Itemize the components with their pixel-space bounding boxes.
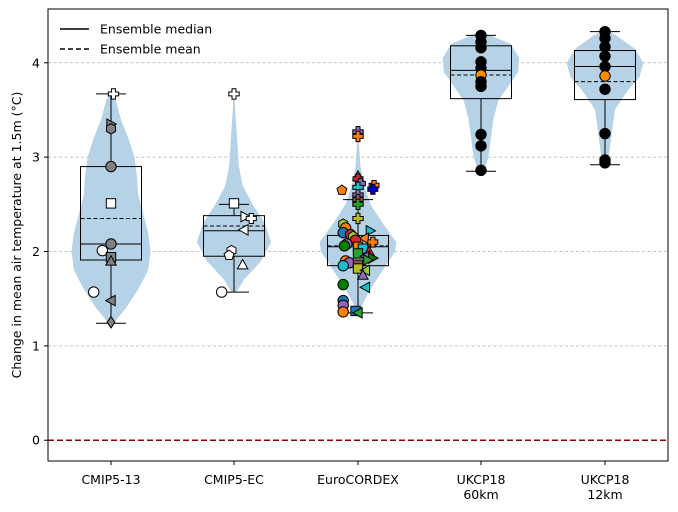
data-point bbox=[352, 198, 364, 211]
data-point bbox=[215, 286, 228, 298]
data-point bbox=[351, 306, 363, 319]
y-tick-label: 2 bbox=[32, 244, 40, 259]
legend-mean-label: Ensemble mean bbox=[100, 42, 201, 57]
data-point bbox=[475, 80, 487, 93]
x-tick-label-line: 12km bbox=[587, 487, 622, 502]
x-axis: CMIP5-13 CMIP5-EC EuroCORDEX UKCP18 60kmUKCP… bbox=[81, 461, 629, 502]
x-tick-label-eurocordex: EuroCORDEX bbox=[317, 472, 399, 487]
data-point bbox=[337, 278, 349, 291]
data-point bbox=[475, 140, 487, 152]
data-point bbox=[240, 210, 252, 223]
data-point bbox=[338, 240, 351, 252]
x-tick-label-line: EuroCORDEX bbox=[317, 472, 399, 487]
data-point bbox=[359, 281, 371, 294]
data-point bbox=[352, 263, 364, 274]
x-tick-label-cmip5-13: CMIP5-13 bbox=[81, 472, 140, 487]
data-point bbox=[106, 315, 116, 329]
points-ukcp18-60km bbox=[475, 29, 487, 177]
ensemble-member-points bbox=[88, 25, 611, 329]
data-point bbox=[104, 294, 116, 307]
data-point bbox=[228, 88, 240, 100]
data-point bbox=[352, 248, 364, 259]
data-point bbox=[599, 83, 611, 95]
data-point bbox=[475, 164, 487, 177]
points-cmip5-13 bbox=[88, 88, 120, 329]
x-tick-label-line: UKCP18 bbox=[457, 472, 506, 487]
points-ukcp18-12km bbox=[599, 25, 611, 169]
data-point bbox=[599, 157, 611, 169]
y-tick-label: 0 bbox=[32, 433, 40, 448]
data-point bbox=[352, 212, 364, 225]
y-tick-label: 1 bbox=[32, 338, 40, 353]
data-point bbox=[475, 128, 487, 141]
data-point bbox=[107, 88, 120, 100]
x-tick-label-line: CMIP5-13 bbox=[81, 472, 140, 487]
iqr-box bbox=[203, 215, 265, 257]
data-point bbox=[236, 258, 249, 270]
data-point bbox=[367, 183, 379, 195]
data-point bbox=[106, 123, 116, 135]
data-point bbox=[245, 213, 257, 224]
data-point bbox=[104, 254, 118, 266]
y-tick-label: 4 bbox=[32, 55, 40, 70]
x-tick-label-line: 60km bbox=[463, 487, 498, 502]
x-tick-label-line: UKCP18 bbox=[581, 472, 630, 487]
data-point bbox=[356, 268, 369, 280]
data-point bbox=[336, 184, 348, 195]
data-point bbox=[475, 41, 487, 54]
legend-median-label: Ensemble median bbox=[100, 22, 212, 37]
data-point bbox=[237, 223, 249, 236]
data-point bbox=[363, 253, 375, 267]
violin-ukcp18-12km bbox=[566, 31, 644, 165]
data-point bbox=[337, 306, 349, 318]
data-point bbox=[357, 232, 369, 245]
y-axis: 0 1 2 3 4 bbox=[32, 55, 48, 448]
y-axis-label: Change in mean air temperature at 1.5m (… bbox=[9, 92, 24, 379]
x-tick-label-ukcp18-12km: UKCP18 12km bbox=[581, 472, 630, 502]
data-point bbox=[599, 50, 611, 62]
points-cmip5-ec bbox=[215, 88, 257, 298]
data-point bbox=[105, 198, 117, 209]
data-point bbox=[105, 238, 117, 250]
data-point bbox=[352, 130, 364, 143]
data-point bbox=[223, 249, 235, 260]
data-point bbox=[228, 198, 240, 209]
violin-cmip5-ec bbox=[196, 93, 272, 293]
points-eurocordex bbox=[336, 125, 380, 319]
data-point bbox=[599, 60, 611, 73]
boxplot-cmip5-ec bbox=[203, 203, 265, 293]
data-point bbox=[367, 236, 379, 248]
data-point bbox=[599, 127, 611, 140]
x-tick-label-cmip5-ec: CMIP5-EC bbox=[204, 472, 264, 487]
legend: Ensemble median Ensemble mean bbox=[60, 22, 212, 57]
y-tick-label: 3 bbox=[32, 150, 40, 165]
data-point bbox=[599, 70, 611, 82]
data-point bbox=[599, 41, 611, 53]
x-tick-label-ukcp18-60km: UKCP18 60km bbox=[457, 472, 506, 502]
data-point bbox=[337, 259, 349, 272]
x-tick-label-line: CMIP5-EC bbox=[204, 472, 264, 487]
data-point bbox=[88, 286, 100, 298]
data-point bbox=[105, 160, 117, 173]
data-point bbox=[96, 244, 109, 257]
